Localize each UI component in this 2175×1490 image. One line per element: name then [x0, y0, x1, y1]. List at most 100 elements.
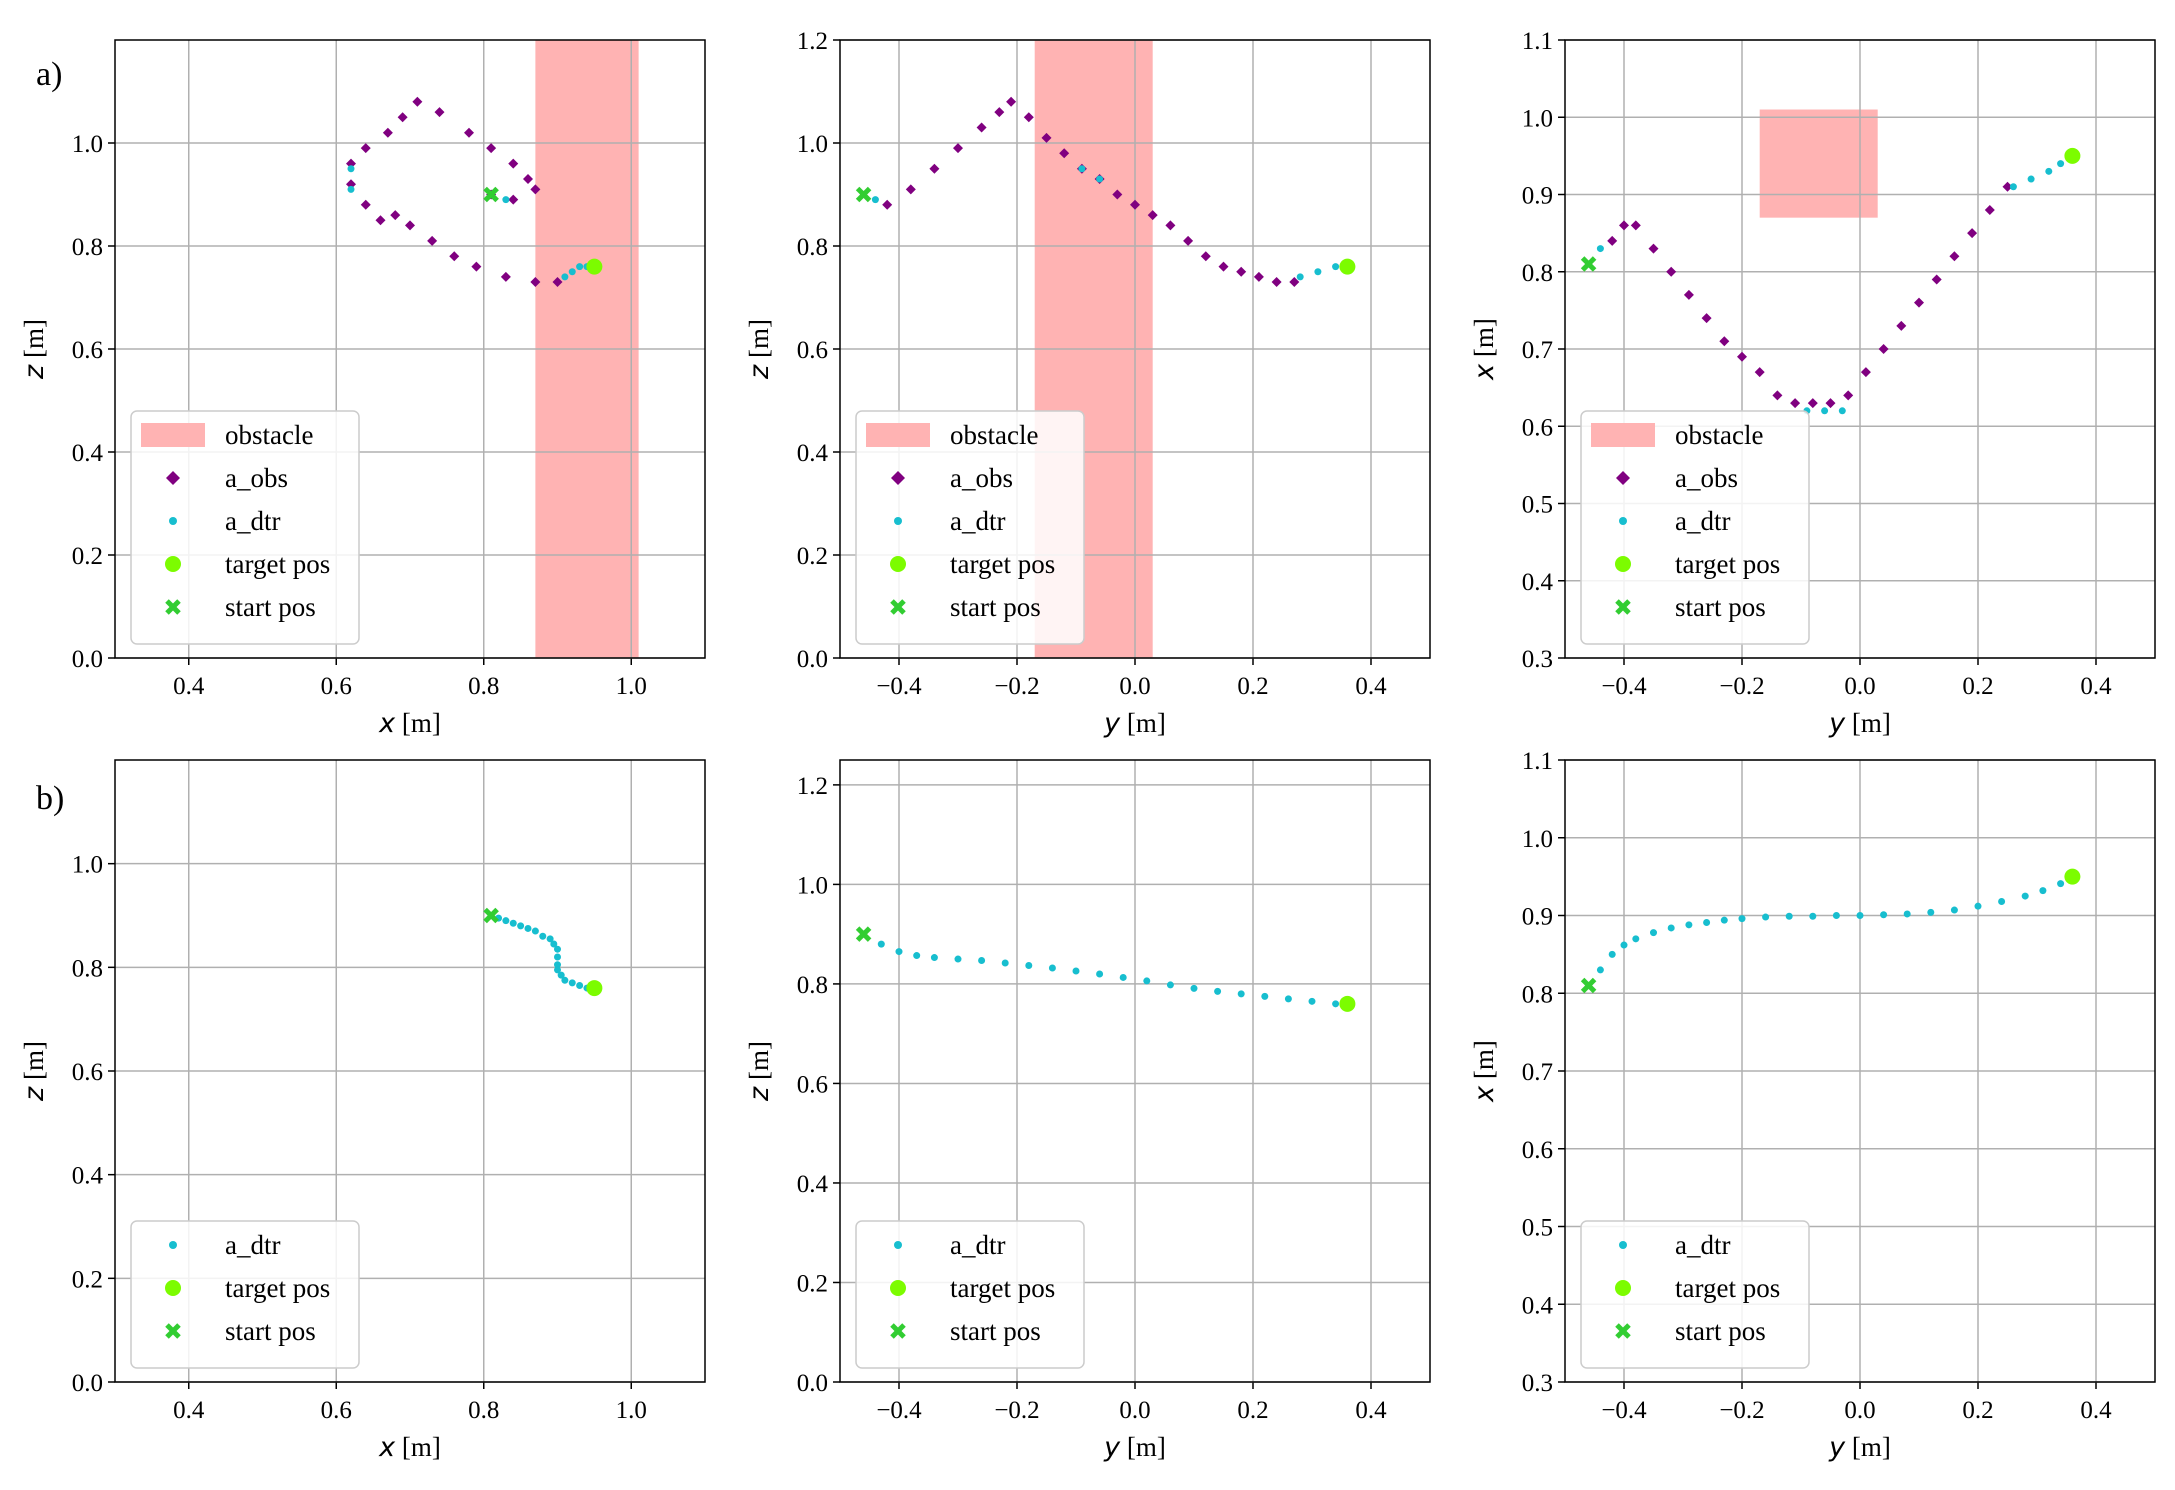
legend-label: a_dtr — [950, 506, 1005, 536]
a_dtr-point — [568, 268, 576, 276]
y-tick-label: 1.2 — [797, 773, 828, 800]
y-tick-label: 0.4 — [1522, 569, 1554, 596]
x-tick-label: 0.2 — [1237, 1397, 1268, 1424]
y-tick-label: 1.2 — [797, 28, 828, 55]
obstacle-rect — [1759, 109, 1878, 218]
a_dtr-point — [509, 919, 517, 927]
x-tick-label: 0.4 — [173, 1397, 205, 1424]
legend-label: a_obs — [950, 463, 1013, 493]
legend-a_dtr-marker — [169, 517, 177, 525]
a_dtr-point — [1025, 962, 1033, 970]
y-tick-label: 0.6 — [72, 1059, 103, 1086]
legend-obstacle-swatch — [1591, 423, 1655, 447]
a_dtr-point — [502, 917, 510, 925]
plot-frame — [1564, 39, 2156, 659]
x-tick-label: 1.0 — [616, 1397, 647, 1424]
legend-start-marker — [1615, 1323, 1631, 1339]
a_dtr-point — [1596, 245, 1604, 253]
x-tick-label: 0.4 — [173, 673, 205, 700]
a_dtr-point — [2057, 160, 2065, 168]
a_obs-point — [1630, 220, 1641, 231]
a_obs-point — [390, 210, 401, 221]
a_dtr-point — [554, 966, 561, 974]
a_obs-point — [486, 143, 497, 154]
y-axis-label: z [m] — [19, 319, 50, 380]
a_obs-point — [471, 261, 482, 272]
a_obs-point — [882, 199, 893, 210]
a_obs-point — [1967, 228, 1978, 239]
a_obs-point — [530, 184, 541, 195]
a_obs-point — [405, 220, 415, 231]
a_obs-point — [1041, 132, 1052, 143]
legend-box — [130, 410, 360, 645]
a_dtr-point — [1214, 987, 1222, 995]
y-tick-label: 0.2 — [797, 543, 828, 570]
y-axis-label: x [m] — [1469, 1040, 1500, 1103]
legend-label: start pos — [950, 592, 1041, 622]
y-tick-label: 0.0 — [797, 646, 828, 673]
y-tick-label: 0.9 — [1522, 183, 1553, 210]
legend-start-marker — [165, 599, 181, 615]
y-tick-label: 0.4 — [72, 440, 104, 467]
a_obs-point — [1701, 313, 1712, 324]
a_obs-point — [397, 112, 408, 123]
y-tick-label: 0.6 — [1522, 414, 1553, 441]
y-tick-label: 1.1 — [1522, 748, 1553, 775]
a_dtr-point — [954, 955, 962, 963]
x-tick-label: −0.4 — [876, 1397, 922, 1424]
a_dtr-point — [1166, 981, 1174, 989]
a_obs-point — [1984, 204, 1995, 215]
a_dtr-point — [1650, 929, 1657, 937]
a_dtr-point — [877, 940, 885, 948]
legend-start-marker — [1615, 599, 1631, 615]
a_dtr-point — [550, 940, 558, 948]
legend-label: start pos — [225, 1316, 316, 1346]
a_dtr-point — [1903, 910, 1911, 918]
x-tick-label: −0.2 — [1719, 1397, 1764, 1424]
a_obs-point — [1648, 243, 1659, 254]
y-tick-label: 0.8 — [72, 955, 103, 982]
legend-a_dtr-marker — [1619, 1241, 1627, 1249]
legend-obstacle-swatch — [866, 423, 930, 447]
x-tick-label: −0.4 — [1601, 673, 1647, 700]
a_obs-point — [1931, 274, 1942, 285]
legend-a_dtr-marker — [169, 1241, 177, 1249]
x-tick-label: 0.0 — [1844, 1397, 1875, 1424]
a_dtr-point — [1284, 995, 1292, 1003]
x-tick-label: 1.0 — [616, 673, 647, 700]
x-axis-label: x [m] — [378, 1432, 441, 1463]
legend-target-marker — [890, 556, 906, 572]
a_obs-point — [1914, 297, 1924, 308]
a_dtr-point — [1332, 1000, 1340, 1008]
x-tick-label: −0.4 — [876, 673, 922, 700]
a_obs-point — [1271, 277, 1282, 288]
a_obs-point — [929, 163, 940, 174]
a_dtr-point — [1880, 911, 1888, 919]
legend-a_dtr-marker — [894, 1241, 902, 1249]
target-marker — [1339, 258, 1356, 275]
legend-label: target pos — [950, 1273, 1055, 1303]
a_dtr-point — [1632, 935, 1640, 943]
a_dtr-point — [524, 924, 532, 932]
a_dtr-point — [1237, 990, 1245, 998]
plot-frame — [1564, 759, 2156, 1383]
y-tick-label: 1.0 — [797, 872, 828, 899]
a_dtr-point — [517, 922, 525, 930]
a_obs-point — [1059, 148, 1070, 159]
y-axis-label: z [m] — [744, 319, 775, 380]
y-axis-label: z [m] — [744, 1041, 775, 1102]
a_dtr-point — [1821, 407, 1829, 415]
y-tick-label: 0.0 — [72, 1370, 103, 1397]
y-tick-label: 0.7 — [1522, 1059, 1553, 1086]
a_obs-point — [1666, 266, 1677, 277]
a_obs-point — [1289, 277, 1300, 288]
legend-label: target pos — [1675, 1273, 1780, 1303]
a_dtr-point — [2009, 183, 2017, 191]
plot-frame — [839, 759, 1431, 1383]
x-tick-label: 0.8 — [468, 1397, 499, 1424]
legend-box — [1580, 410, 1810, 645]
x-tick-label: −0.2 — [994, 1397, 1039, 1424]
x-tick-label: −0.4 — [1601, 1397, 1647, 1424]
a_dtr-point — [2045, 167, 2053, 175]
